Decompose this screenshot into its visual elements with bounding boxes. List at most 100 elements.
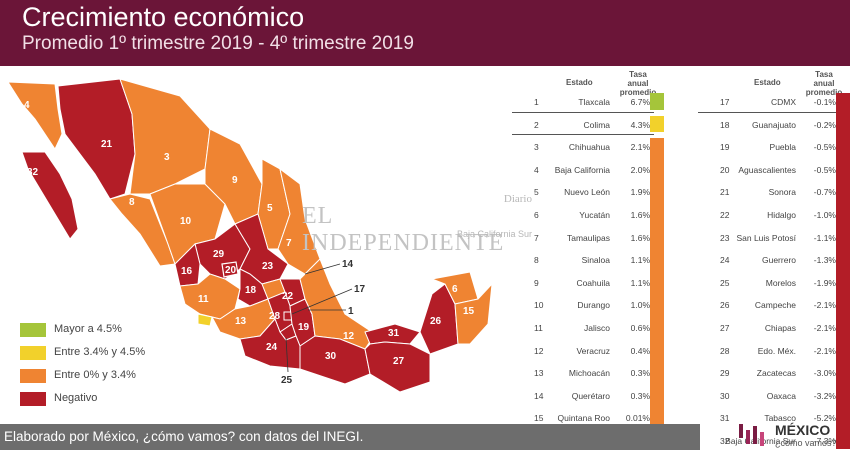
table-rows: 1 Tlaxcala 6.7% 2 Colima 4.3% 3 Chihuahua 2.1% 4 B… — [510, 90, 670, 450]
page-subtitle: Promedio 1º trimestre 2019 - 4º trimestr… — [22, 33, 414, 54]
row-state: CDMX — [770, 97, 796, 107]
table-row: 8 Sinaloa 1.1% — [510, 248, 670, 271]
row-state: Tamaulipas — [567, 232, 610, 243]
table-row: 31 Tabasco -5.2% — [696, 406, 850, 429]
region-aguascalientes — [221, 261, 239, 278]
table-row: 12 Veracruz 0.4% — [510, 339, 670, 362]
category-bar-red — [836, 93, 850, 449]
table-row: 6 Yucatán 1.6% — [510, 203, 670, 226]
svg-text:24: 24 — [266, 342, 278, 353]
svg-text:5: 5 — [267, 203, 273, 214]
table-rows: 17 CDMX -0.1% 18 Guanajuato -0.2% 19 Puebla -0.5… — [696, 90, 850, 450]
row-divider — [512, 134, 654, 136]
column-header-estado: Estado — [754, 78, 781, 87]
row-state: Querétaro — [571, 390, 610, 401]
svg-text:19: 19 — [298, 322, 310, 333]
row-state: Hidalgo — [767, 209, 796, 220]
table-row: 9 Coahuila 1.1% — [510, 271, 670, 294]
header-banner: Crecimiento económico Promedio 1º trimes… — [0, 0, 850, 66]
category-bar-green — [650, 93, 664, 110]
table-row: 26 Campeche -2.1% — [696, 293, 850, 316]
row-state: Nuevo León — [564, 187, 610, 198]
row-value: 0.3% — [630, 368, 650, 379]
row-state: Sonora — [768, 187, 796, 198]
row-value: -1.3% — [813, 255, 836, 266]
svg-text:28: 28 — [269, 311, 281, 322]
row-value: -3.2% — [813, 390, 836, 401]
row-rank: 13 — [534, 368, 544, 379]
table-row: 1 Tlaxcala 6.7% — [510, 90, 670, 113]
row-rank: 20 — [720, 164, 730, 175]
row-value: -0.1% — [813, 97, 836, 107]
row-state: Aguascalientes — [738, 164, 796, 175]
row-rank: 28 — [720, 345, 730, 356]
region-nayarit — [174, 243, 201, 287]
row-value: -3.0% — [813, 368, 836, 379]
row-rank: 1 — [534, 97, 539, 107]
page-title: Crecimiento económico — [22, 2, 305, 32]
row-value: 1.1% — [630, 277, 650, 288]
logo-title: MÉXICO — [775, 422, 831, 438]
table-row: 29 Zacatecas -3.0% — [696, 361, 850, 384]
svg-text:1: 1 — [348, 306, 354, 317]
logo-subtitle: ¿cómo vamos? — [775, 438, 837, 448]
footer-source: Elaborado por México, ¿cómo vamos? con d… — [4, 429, 364, 444]
row-rank: 2 — [534, 119, 539, 130]
row-value: -2.1% — [813, 300, 836, 311]
table-row: 17 CDMX -0.1% — [696, 90, 850, 113]
row-rank: 11 — [534, 322, 543, 333]
row-rank: 9 — [534, 277, 539, 288]
row-rank: 27 — [720, 322, 730, 333]
legend-item: Negativo — [20, 389, 190, 412]
row-state: San Luis Potosí — [736, 232, 796, 243]
watermark: Diario EL INDEPENDIENTE Baja California … — [302, 193, 532, 256]
row-divider — [698, 111, 840, 113]
row-state: Jalisco — [584, 322, 610, 333]
region-baja-california-sur — [21, 151, 79, 240]
row-value: 4.3% — [630, 119, 650, 130]
svg-text:23: 23 — [262, 261, 274, 272]
row-state: Guanajuato — [752, 119, 796, 130]
row-value: -2.1% — [813, 322, 836, 333]
row-value: 1.9% — [630, 187, 650, 198]
row-rank: 3 — [534, 142, 539, 153]
row-state: Veracruz — [576, 345, 610, 356]
row-state: Tlaxcala — [578, 97, 610, 107]
row-rank: 32 — [720, 435, 730, 446]
row-state: Yucatán — [579, 209, 610, 220]
mexico-como-vamos-logo: MÉXICO ¿cómo vamos? — [735, 420, 850, 450]
column-header-estado: Estado — [566, 78, 593, 87]
row-rank: 19 — [720, 142, 730, 153]
table-row: 13 Michoacán 0.3% — [510, 361, 670, 384]
svg-text:14: 14 — [342, 259, 354, 270]
table-row: 25 Morelos -1.9% — [696, 271, 850, 294]
mexico-map-svg: 4 32 21 3 9 5 7 8 10 29 23 16 20 18 11 2… — [7, 78, 493, 393]
logo-bars-icon — [739, 424, 764, 446]
row-value: -0.5% — [813, 142, 836, 153]
row-value: -7.3% — [813, 435, 836, 446]
region-colima — [197, 313, 213, 327]
table-row: 10 Durango 1.0% — [510, 293, 670, 316]
region-quintana-roo — [454, 282, 493, 345]
watermark-diario: Diario — [503, 193, 532, 205]
row-rank: 23 — [720, 232, 730, 243]
row-value: -0.2% — [813, 119, 836, 130]
column-header-tasa: Tasa anual promedio — [619, 70, 657, 97]
watermark-sub: Baja California Sur — [456, 229, 532, 239]
row-value: 6.7% — [630, 97, 650, 107]
row-rank: 15 — [534, 413, 544, 424]
svg-text:4: 4 — [24, 100, 30, 111]
table-row: 24 Guerrero -1.3% — [696, 248, 850, 271]
category-bar-yellow — [650, 115, 664, 133]
table-row: 5 Nuevo León 1.9% — [510, 180, 670, 203]
table-row: 4 Baja California 2.0% — [510, 158, 670, 181]
svg-text:13: 13 — [235, 316, 247, 327]
row-rank: 24 — [720, 255, 730, 266]
svg-text:9: 9 — [232, 175, 238, 186]
svg-text:6: 6 — [452, 284, 458, 295]
legend-label: Negativo — [54, 392, 98, 404]
row-state: Guerrero — [761, 255, 796, 266]
row-rank: 17 — [720, 97, 730, 107]
svg-text:15: 15 — [463, 306, 475, 317]
legend-item: Entre 3.4% y 4.5% — [20, 343, 190, 366]
